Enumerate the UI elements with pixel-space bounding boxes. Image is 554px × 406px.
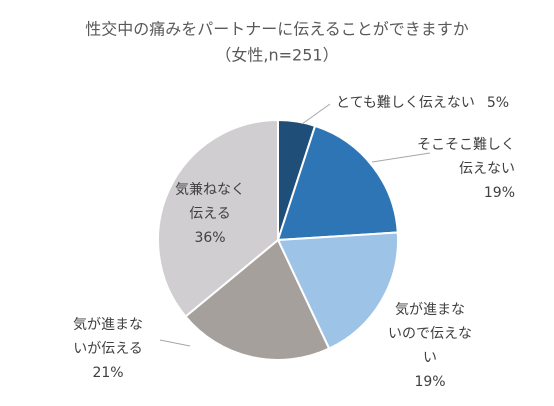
value-label: 19%	[484, 185, 515, 201]
label-line: いので伝えな	[388, 326, 472, 342]
label-line: 気兼ねなく	[175, 182, 245, 198]
label-line: 気が進まな	[395, 302, 465, 318]
chart-title: 性交中の痛みをパートナーに伝えることができますか	[85, 20, 469, 39]
slice-label: 気が進まないので伝えない	[388, 302, 472, 366]
value-label: 5%	[487, 95, 509, 111]
label-line: そこそこ難しく	[417, 137, 515, 153]
value-label: 19%	[414, 374, 445, 390]
pie-slice	[276, 231, 399, 350]
label-line: い	[423, 350, 437, 366]
slice-label: 気兼ねなく伝える	[175, 182, 245, 222]
slice-label: 気が進まないが伝える	[73, 317, 143, 357]
slice-label: そこそこ難しく伝えない	[417, 137, 515, 177]
label-line: 気が進まな	[73, 317, 143, 333]
chart-subtitle: （女性,n=251）	[215, 46, 338, 65]
value-label: 36%	[194, 230, 225, 246]
leader-line	[159, 339, 191, 347]
label-line: 伝える	[189, 206, 231, 222]
value-label: 21%	[92, 365, 123, 381]
pie-slice	[276, 124, 399, 242]
label-line: いが伝える	[73, 341, 143, 357]
pie-slice	[157, 118, 279, 318]
pie-slice	[184, 238, 331, 361]
label-line: 伝えない	[459, 161, 515, 177]
slice-label: とても難しく伝えない	[336, 95, 475, 111]
leader-line	[301, 103, 331, 125]
leader-line	[371, 152, 431, 163]
